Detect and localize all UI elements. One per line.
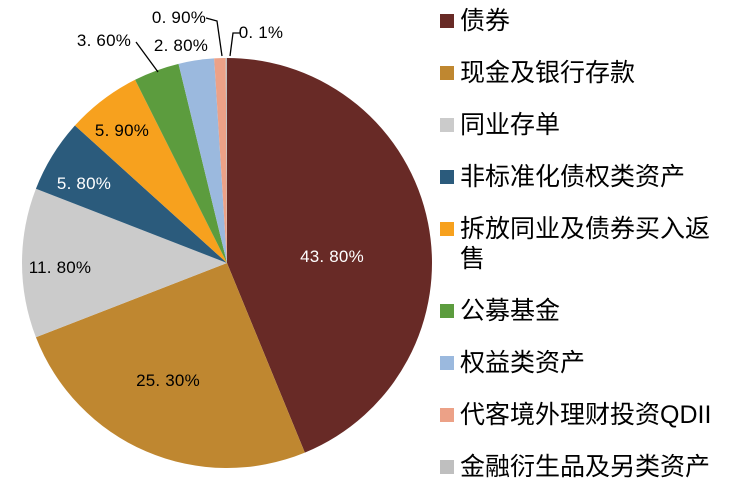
label-leader-line <box>135 41 159 73</box>
legend-label: 债券 <box>460 7 511 35</box>
legend-item: 权益类资产 <box>440 348 740 378</box>
legend-swatch <box>440 170 454 184</box>
pie-slice <box>35 125 228 263</box>
slice-label: 5. 80% <box>56 174 112 193</box>
slice-label: 0. 90% <box>151 8 207 27</box>
slice-label: 3. 60% <box>76 31 132 50</box>
slice-label: 5. 90% <box>94 121 150 140</box>
legend-swatch <box>440 408 454 422</box>
legend-label: 金融衍生品及另类资产 <box>460 453 711 481</box>
pie-slice <box>22 188 227 338</box>
legend-label: 公募基金 <box>460 297 561 325</box>
legend-label: 代客境外理财投资QDII <box>460 401 712 429</box>
pie-slice <box>225 57 227 263</box>
legend-item: 同业存单 <box>440 110 740 140</box>
legend-swatch <box>440 304 454 318</box>
legend-label: 现金及银行存款 <box>460 59 636 87</box>
legend-swatch <box>440 66 454 80</box>
slice-label: 11. 80% <box>28 258 92 277</box>
legend-label: 非标准化债权类资产 <box>460 163 686 191</box>
label-leader-line <box>205 17 223 57</box>
slice-label: 0. 1% <box>238 23 284 42</box>
pie-slice <box>74 79 227 263</box>
legend-item: 债券 <box>440 6 740 36</box>
legend-item: 拆放同业及债券买入返售 <box>440 214 740 274</box>
pie-slice <box>227 58 432 453</box>
legend-item: 金融衍生品及另类资产 <box>440 452 740 482</box>
legend-swatch <box>440 222 454 236</box>
legend-item: 非标准化债权类资产 <box>440 162 740 192</box>
legend-swatch <box>440 14 454 28</box>
legend-item: 现金及银行存款 <box>440 58 740 88</box>
slice-label: 25. 30% <box>136 371 200 390</box>
slice-label: 2. 80% <box>153 36 209 55</box>
legend-swatch <box>440 460 454 474</box>
pie-slice <box>35 263 305 468</box>
legend: 债券现金及银行存款 同业存单非标准化债权类资产拆放同业及债券买入返售公募基金权益类… <box>440 6 740 500</box>
pie-slice <box>135 63 227 263</box>
legend-label: 拆放同业及债券买入返售 <box>460 215 711 273</box>
legend-label: 权益类资产 <box>460 349 586 377</box>
legend-item: 代客境外理财投资QDII <box>440 400 740 430</box>
pie-slice <box>214 58 227 263</box>
pie-chart <box>22 17 432 468</box>
legend-item: 公募基金 <box>440 296 740 326</box>
pie-slice <box>178 58 227 264</box>
slice-label: 43. 80% <box>300 247 364 266</box>
legend-label: 同业存单 <box>460 111 561 139</box>
legend-swatch <box>440 118 454 132</box>
label-leader-line <box>229 32 241 57</box>
legend-swatch <box>440 356 454 370</box>
